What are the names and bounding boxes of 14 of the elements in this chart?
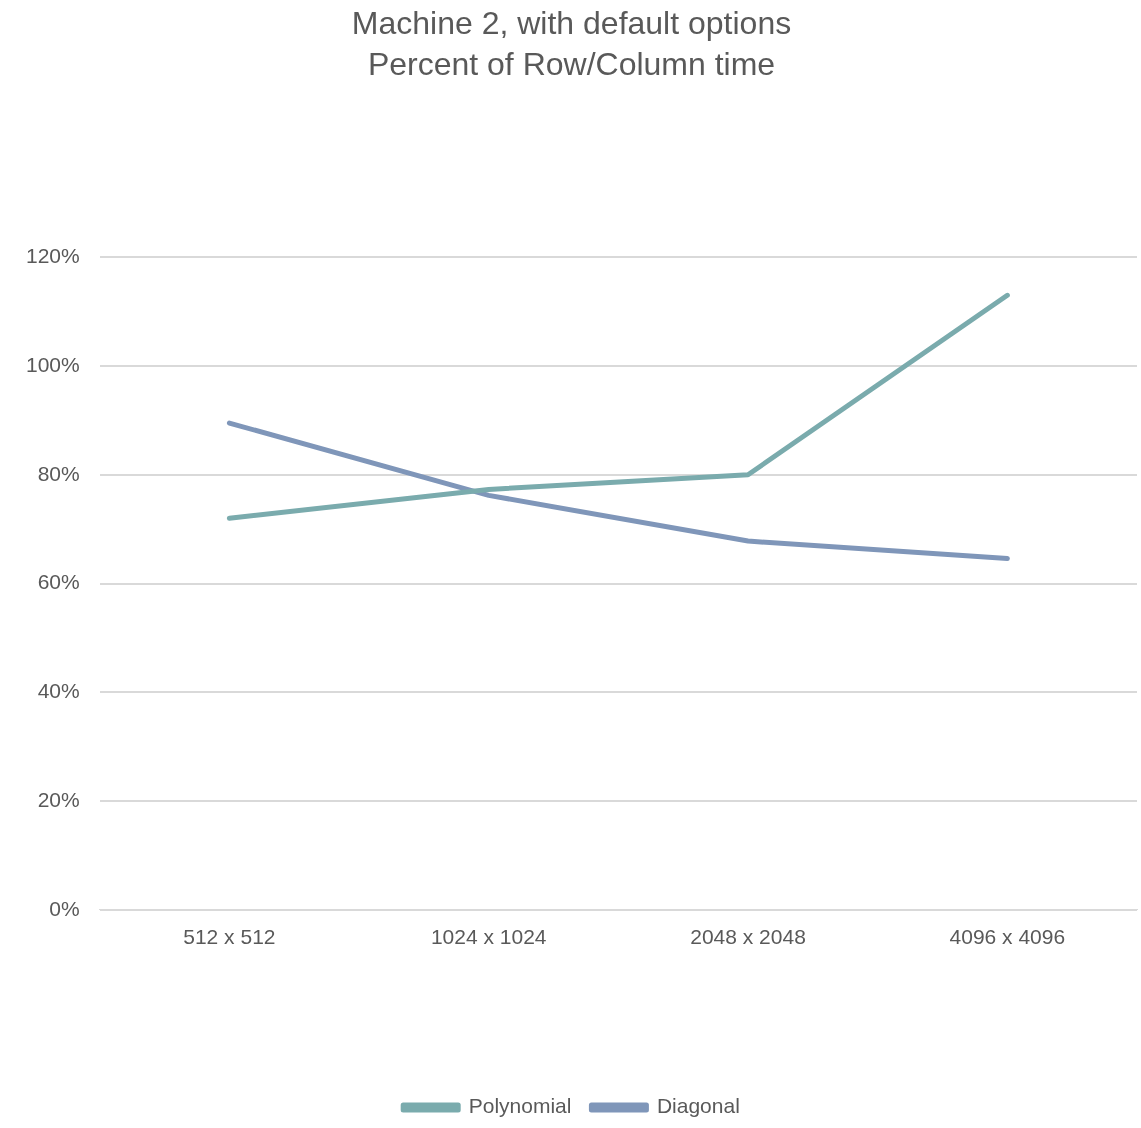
y-tick-label: 60% xyxy=(37,570,80,594)
y-tick-label: 100% xyxy=(25,352,80,376)
y-tick-label: 0% xyxy=(49,896,80,920)
x-tick-label: 512 x 512 xyxy=(183,925,276,949)
y-tick-label: 80% xyxy=(37,461,80,485)
x-tick-label: 1024 x 1024 xyxy=(430,925,547,949)
y-tick-label: 120% xyxy=(25,244,80,267)
chart-title: Machine 2, with default options Percent of Row/Column time xyxy=(351,4,792,83)
y-tick-label: 20% xyxy=(37,787,80,811)
legend-label: Diagonal xyxy=(656,1094,740,1118)
x-tick-label: 4096 x 4096 xyxy=(949,925,1066,949)
x-tick-label: 2048 x 2048 xyxy=(690,925,806,949)
y-tick-label: 40% xyxy=(37,679,80,703)
legend-label: Polynomial xyxy=(468,1094,572,1118)
